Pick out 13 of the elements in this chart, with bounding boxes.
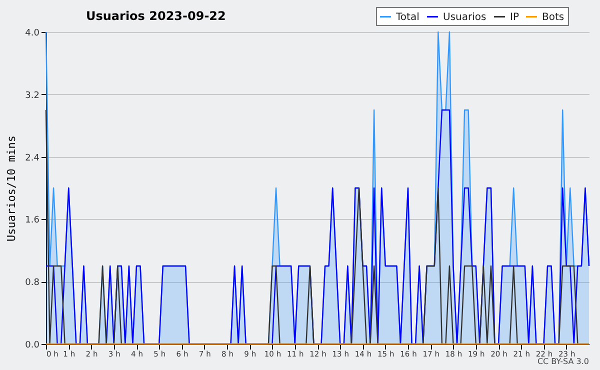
- chart-title: Usuarios 2023-09-22: [86, 9, 226, 23]
- legend-label: IP: [510, 12, 519, 23]
- text: CC BY-SA 3.0: [537, 357, 589, 366]
- y-tick-label: 3.2: [25, 90, 40, 101]
- legend-label: Usuarios: [443, 12, 486, 23]
- y-tick-label: 0.8: [25, 278, 40, 288]
- y-tick-label: 1.6: [25, 216, 40, 226]
- y-tick-label: 4.0: [25, 28, 40, 38]
- y-tick-label: 2.4: [25, 153, 40, 164]
- legend-label: Bots: [542, 12, 564, 23]
- legend-label: Total: [395, 12, 420, 23]
- y-axis-title: Usuarios/10 mins: [5, 136, 18, 242]
- y-tick-label: 0.0: [25, 340, 40, 350]
